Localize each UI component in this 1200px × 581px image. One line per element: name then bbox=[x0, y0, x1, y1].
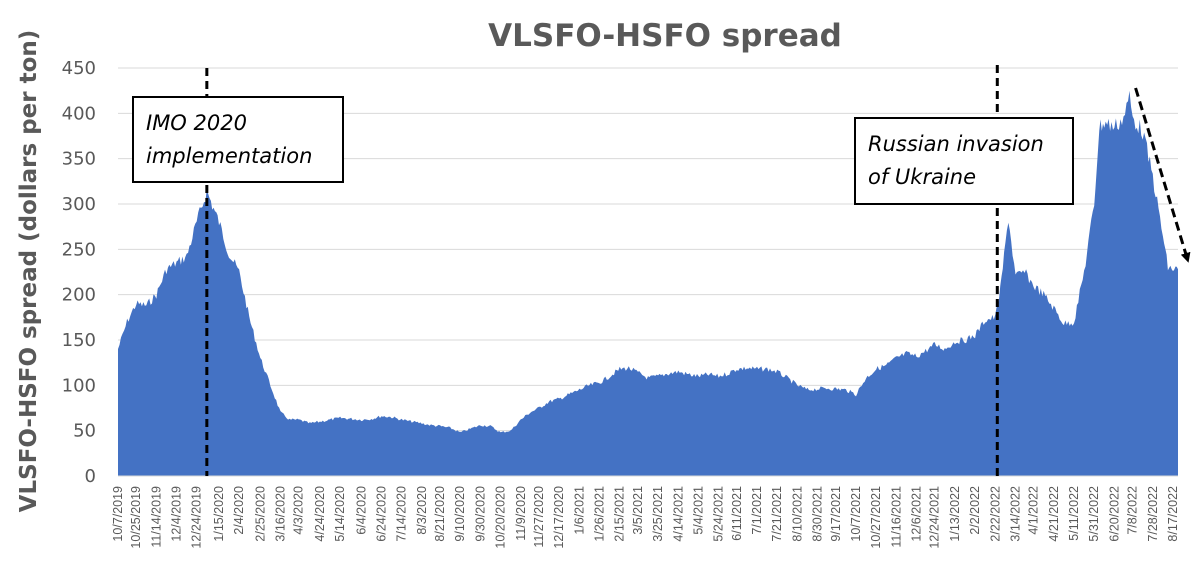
x-tick-label: 8/21/2020 bbox=[433, 486, 447, 542]
x-tick-label: 11/14/2019 bbox=[149, 486, 163, 548]
x-tick-label: 5/11/2022 bbox=[1067, 486, 1081, 541]
y-tick-label: 300 bbox=[62, 194, 96, 215]
y-tick-label: 50 bbox=[73, 421, 96, 442]
annotation-text: of Ukraine bbox=[868, 165, 976, 189]
x-tick-label: 10/27/2021 bbox=[869, 486, 883, 549]
y-tick-label: 150 bbox=[62, 330, 96, 351]
annotation-box bbox=[132, 96, 344, 183]
y-tick-label: 450 bbox=[62, 58, 96, 79]
x-tick-label: 5/31/2022 bbox=[1087, 486, 1101, 542]
x-tick-label: 1/26/2021 bbox=[593, 486, 607, 542]
x-tick-label: 7/1/2021 bbox=[750, 486, 764, 535]
trend-arrow bbox=[1134, 87, 1191, 263]
y-tick-label: 400 bbox=[62, 103, 96, 124]
annotation-text: implementation bbox=[146, 144, 312, 168]
x-tick-label: 6/4/2020 bbox=[354, 486, 368, 535]
x-tick-label: 8/17/2022 bbox=[1166, 486, 1180, 542]
x-tick-label: 5/24/2021 bbox=[712, 486, 726, 542]
x-tick-label: 4/24/2020 bbox=[313, 486, 327, 542]
x-tick-label: 4/3/2020 bbox=[292, 486, 306, 535]
y-axis-label: VLSFO-HSFO spread (dollars per ton) bbox=[16, 30, 42, 513]
x-tick-label: 10/7/2019 bbox=[111, 486, 125, 542]
x-tick-label: 9/17/2021 bbox=[829, 486, 843, 542]
x-tick-label: 4/1/2022 bbox=[1027, 486, 1041, 535]
x-tick-label: 12/4/2019 bbox=[170, 486, 184, 542]
y-tick-label: 0 bbox=[85, 466, 96, 487]
y-axis-ticks: 0 50 100 150 200 250 300 350 400 450 bbox=[62, 58, 96, 487]
x-tick-label: 2/2/2022 bbox=[968, 486, 982, 535]
x-tick-label: 11/16/2021 bbox=[889, 486, 903, 548]
x-tick-label: 1/13/2022 bbox=[948, 486, 962, 542]
x-tick-label: 1/6/2021 bbox=[572, 486, 586, 535]
annotations-layer: IMO 2020 implementation Russian invasion of… bbox=[132, 65, 1191, 476]
x-tick-label: 3/16/2020 bbox=[274, 486, 288, 542]
y-tick-label: 350 bbox=[62, 149, 96, 170]
x-tick-label: 2/4/2020 bbox=[232, 486, 246, 535]
x-tick-label: 11/9/2020 bbox=[514, 486, 528, 541]
x-tick-label: 4/14/2021 bbox=[671, 486, 685, 542]
x-tick-label: 12/24/2019 bbox=[190, 486, 204, 549]
x-tick-label: 7/8/2022 bbox=[1126, 486, 1140, 535]
x-tick-label: 12/24/2021 bbox=[928, 486, 942, 549]
x-tick-label: 10/7/2021 bbox=[849, 486, 863, 542]
x-tick-label: 3/14/2022 bbox=[1009, 486, 1023, 542]
y-tick-label: 250 bbox=[62, 239, 96, 260]
x-tick-label: 4/21/2022 bbox=[1047, 486, 1061, 542]
x-tick-label: 12/17/2020 bbox=[552, 486, 566, 549]
x-tick-label: 7/28/2022 bbox=[1146, 486, 1160, 542]
x-tick-label: 7/21/2021 bbox=[770, 486, 784, 542]
x-tick-label: 10/20/2020 bbox=[494, 486, 508, 549]
x-tick-label: 12/6/2021 bbox=[910, 486, 924, 542]
x-tick-label: 2/22/2022 bbox=[988, 486, 1002, 542]
x-tick-label: 6/11/2021 bbox=[730, 486, 744, 541]
x-tick-label: 2/15/2021 bbox=[613, 486, 627, 542]
y-tick-label: 200 bbox=[62, 285, 96, 306]
x-tick-label: 8/10/2021 bbox=[790, 486, 804, 542]
x-tick-label: 7/14/2020 bbox=[395, 486, 409, 542]
x-tick-label: 8/3/2020 bbox=[415, 486, 429, 535]
chart-title: VLSFO-HSFO spread bbox=[488, 18, 842, 54]
x-tick-label: 3/25/2021 bbox=[651, 486, 665, 542]
x-tick-label: 9/30/2020 bbox=[473, 486, 487, 542]
x-tick-label: 6/24/2020 bbox=[375, 486, 389, 542]
x-tick-label: 11/27/2020 bbox=[532, 486, 546, 548]
x-tick-label: 8/30/2021 bbox=[811, 486, 825, 542]
series-area bbox=[118, 90, 1178, 477]
x-tick-label: 2/25/2020 bbox=[253, 486, 267, 542]
x-tick-label: 1/15/2020 bbox=[212, 486, 226, 542]
annotation-box bbox=[854, 117, 1074, 205]
annotation-text: Russian invasion bbox=[868, 132, 1044, 156]
x-tick-label: 3/5/2021 bbox=[631, 486, 645, 535]
annotation-text: IMO 2020 bbox=[146, 111, 247, 135]
x-tick-label: 9/10/2020 bbox=[453, 486, 467, 542]
series-area-layer bbox=[118, 90, 1178, 477]
x-tick-label: 5/4/2021 bbox=[692, 486, 706, 535]
x-axis-ticks: 10/7/2019 10/25/2019 11/14/2019 12/4/2019 12… bbox=[111, 486, 1180, 549]
x-tick-label: 5/14/2020 bbox=[333, 486, 347, 542]
x-tick-label: 6/20/2022 bbox=[1107, 486, 1121, 542]
y-tick-label: 100 bbox=[62, 375, 96, 396]
x-tick-label: 10/25/2019 bbox=[129, 486, 143, 549]
